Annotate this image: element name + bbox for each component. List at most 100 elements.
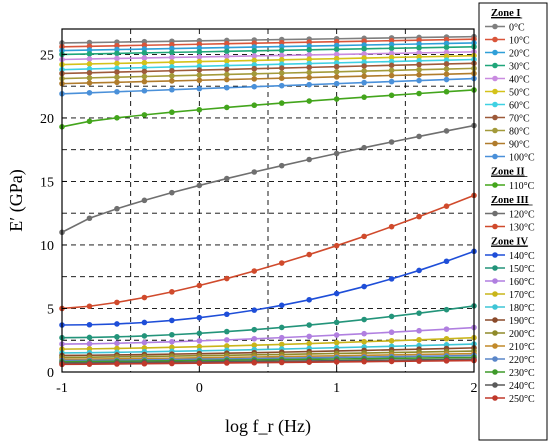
data-point	[361, 73, 367, 79]
data-point	[416, 72, 422, 78]
series-line	[61, 45, 475, 56]
data-point	[86, 340, 93, 347]
data-point	[333, 319, 340, 326]
data-point	[114, 340, 120, 347]
data-point	[169, 67, 175, 74]
data-point	[388, 313, 395, 320]
data-point	[388, 337, 395, 344]
data-point	[169, 59, 175, 65]
data-point	[416, 310, 422, 316]
data-point	[141, 112, 148, 118]
data-point	[278, 324, 285, 331]
data-point	[224, 343, 230, 349]
legend-item-label: 190°C	[509, 316, 535, 327]
data-point	[196, 77, 203, 84]
data-point	[169, 344, 175, 351]
data-point	[443, 128, 450, 134]
data-point	[196, 338, 203, 344]
data-point	[278, 334, 285, 341]
data-point	[443, 258, 450, 265]
legend-item-label: 10°C	[509, 36, 530, 47]
data-point	[141, 87, 148, 94]
data-point	[251, 335, 258, 342]
legend-item-label: 70°C	[509, 114, 530, 125]
data-point	[443, 66, 450, 72]
data-point	[169, 189, 175, 196]
data-point	[361, 233, 367, 240]
data-point	[196, 72, 203, 78]
data-point	[443, 306, 450, 313]
legend-box	[478, 2, 548, 441]
legend-item-label: 180°C	[509, 303, 535, 314]
data-point	[306, 74, 313, 81]
series-line	[61, 350, 475, 359]
legend-zone-label: Zone II	[491, 167, 525, 178]
data-point	[114, 74, 120, 80]
data-point	[196, 54, 203, 60]
data-point	[86, 61, 93, 67]
legend-item-label: 150°C	[509, 264, 535, 275]
data-point	[278, 302, 285, 309]
legend-swatch-marker	[492, 36, 498, 43]
legend-item-label: 50°C	[509, 88, 530, 99]
data-point	[306, 52, 313, 58]
data-point	[443, 358, 450, 364]
data-point	[141, 345, 148, 351]
data-point	[141, 55, 148, 61]
data-point	[251, 83, 258, 90]
legend-swatch-marker	[492, 182, 498, 188]
legend-swatch-marker	[492, 252, 498, 258]
data-point	[416, 77, 422, 84]
data-point	[196, 49, 203, 55]
data-point	[388, 276, 395, 282]
data-point	[416, 327, 422, 334]
data-point	[169, 73, 175, 79]
series-line	[61, 124, 475, 233]
data-point	[416, 45, 422, 51]
data-point	[224, 48, 230, 55]
data-point	[306, 64, 313, 71]
legend-item-label: 0°C	[509, 23, 525, 34]
data-point	[86, 118, 93, 125]
series-line	[61, 354, 475, 362]
x-axis-label: log f_r (Hz)	[225, 416, 311, 437]
data-point	[224, 328, 230, 335]
legend-swatch-marker	[492, 369, 498, 375]
data-point	[278, 47, 285, 54]
data-point	[114, 345, 120, 352]
legend-swatch-marker	[492, 88, 498, 95]
y-tick-label: 15	[40, 175, 54, 190]
series-line	[61, 42, 475, 52]
y-axis-label: E′ (GPa)	[6, 169, 27, 231]
data-point	[196, 282, 203, 289]
data-point	[141, 78, 148, 85]
data-point	[169, 54, 175, 61]
data-point	[306, 47, 313, 53]
y-tick-label: 0	[47, 366, 54, 381]
series-line	[61, 67, 475, 80]
data-point	[114, 88, 120, 95]
data-point	[251, 268, 258, 274]
series-line	[61, 358, 475, 364]
legend-swatch-marker	[492, 62, 498, 69]
data-point	[224, 66, 230, 73]
data-point	[251, 48, 258, 54]
legend-swatch-marker	[492, 265, 498, 271]
data-point	[141, 319, 148, 326]
legend-item-label: 30°C	[509, 62, 530, 73]
data-point	[306, 340, 313, 347]
data-point	[388, 72, 395, 79]
legend-swatch-marker	[492, 101, 498, 108]
data-point	[224, 71, 230, 78]
data-point	[251, 65, 258, 72]
data-point	[333, 55, 340, 62]
data-point	[388, 139, 395, 145]
data-point	[86, 75, 93, 81]
legend-swatch-marker	[492, 291, 498, 297]
legend-swatch-marker	[492, 343, 498, 349]
legend-item-label: 100°C	[509, 153, 535, 164]
series-line	[61, 352, 475, 361]
data-point	[141, 197, 148, 204]
x-tick-label: -1	[56, 381, 68, 396]
